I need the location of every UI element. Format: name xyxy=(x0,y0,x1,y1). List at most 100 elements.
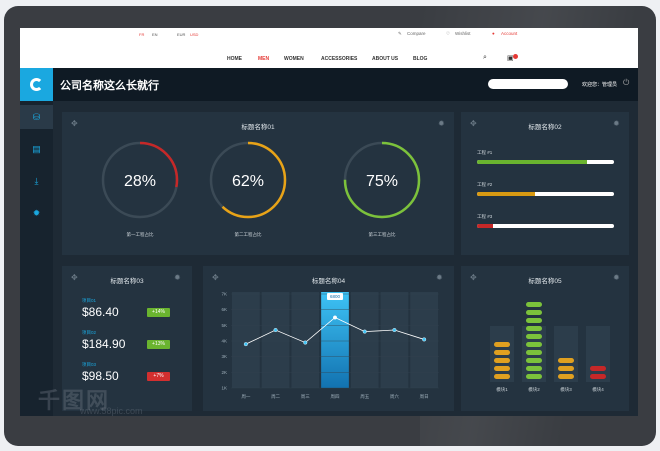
panel-rings: ✥ 标题名称01 ✹ 28% 62% 75% 第一工程占比 第二工程占比 第三工程占… xyxy=(62,112,454,255)
chart-column-5 xyxy=(350,292,379,388)
app-header: 公司名称这么长就行 欢迎您：管理员 ⏻ xyxy=(20,68,638,101)
gear-icon[interactable]: ✹ xyxy=(436,273,443,282)
ring-arc-1 xyxy=(101,141,179,219)
meter-segment xyxy=(526,350,542,355)
data-point-1[interactable] xyxy=(243,342,248,347)
ring-label-1: 第一工程占比 xyxy=(126,232,154,237)
currency-eur[interactable]: EUR xyxy=(177,32,186,37)
panel-title: 标题名称02 xyxy=(528,124,562,131)
progress-bar-3 xyxy=(477,224,614,228)
sidebar-item-settings[interactable]: ✹ xyxy=(20,201,53,225)
ring-label-2: 第二工程占比 xyxy=(234,232,262,237)
data-point-5[interactable] xyxy=(362,329,367,334)
meter-label-1: 模块1 xyxy=(496,386,508,393)
meter-segment xyxy=(558,366,574,371)
rings-chart: 28% 62% 75% xyxy=(101,141,421,219)
progress-label-3: 工程 #3 xyxy=(477,214,493,219)
panel-line-chart: ✥ 标题名称04 ✹ 1K 2K 3K 4K 5K 6K 7K 6800 周一 周二 周三 周四 周五 周… xyxy=(203,266,454,411)
chart-column-6 xyxy=(380,292,409,388)
gear-icon: ✹ xyxy=(32,207,41,218)
gear-icon[interactable]: ✹ xyxy=(613,273,620,282)
chart-column-2 xyxy=(261,292,290,388)
nav-about-us[interactable]: ABOUT US xyxy=(372,56,399,62)
meter-label-4: 模块4 xyxy=(592,386,604,393)
y-tick-label: 6K xyxy=(221,307,227,312)
compare-link[interactable]: Compare xyxy=(407,31,426,36)
cart-badge xyxy=(513,54,518,59)
x-tick-label-5: 周五 xyxy=(360,394,369,400)
nav-blog[interactable]: BLOG xyxy=(413,56,428,62)
gear-icon[interactable]: ✹ xyxy=(613,119,620,128)
highlight-column xyxy=(321,292,349,388)
data-point-3[interactable] xyxy=(303,340,308,345)
tooltip-box xyxy=(327,293,343,300)
y-tick-label: 2K xyxy=(221,370,227,375)
chart-column-1 xyxy=(232,292,260,388)
meter-segment xyxy=(494,374,510,379)
meter-segment xyxy=(494,350,510,355)
meter-segment xyxy=(494,342,510,347)
ring-value-1: 28% xyxy=(124,173,156,190)
gear-icon[interactable]: ✹ xyxy=(174,273,181,282)
ring-value-3: 75% xyxy=(366,173,398,190)
y-tick-label: 4K xyxy=(221,339,227,344)
price-label-3: 项目03 xyxy=(82,362,97,367)
meter-segment xyxy=(526,326,542,331)
move-icon[interactable]: ✥ xyxy=(71,119,78,128)
sidebar-item-briefcase[interactable]: ▤ xyxy=(20,137,53,161)
cart-icon[interactable]: ▣ xyxy=(507,55,514,62)
progress-label-2: 工程 #2 xyxy=(477,182,493,187)
data-point-2[interactable] xyxy=(273,328,278,333)
lang-en[interactable]: EN xyxy=(152,32,158,37)
tooltip-value: 6800 xyxy=(330,294,341,299)
y-tick-label: 3K xyxy=(221,354,227,359)
nav-men[interactable]: MEN xyxy=(258,56,270,62)
sidebar-item-database[interactable]: ⛁ xyxy=(20,105,53,129)
meter-column-4 xyxy=(586,326,610,382)
meter-segment xyxy=(526,334,542,339)
progress-label-1: 工程 #1 xyxy=(477,150,493,155)
currency-usd[interactable]: USD xyxy=(190,32,199,37)
chart-column-3 xyxy=(291,292,320,388)
panel-title: 标题名称04 xyxy=(311,278,346,285)
account-link[interactable]: Account xyxy=(501,31,518,36)
screen: FR EN EUR USD ✎ Compare ♡ Wishlist ● Acc… xyxy=(20,28,638,416)
power-icon[interactable]: ⏻ xyxy=(623,78,630,87)
line-chart: 1K 2K 3K 4K 5K 6K 7K 6800 周一 周二 周三 周四 周五 周六 周日 xyxy=(221,292,439,400)
download-icon: ⤓ xyxy=(34,175,39,186)
sidebar-item-download[interactable]: ⤓ xyxy=(20,169,53,193)
move-icon[interactable]: ✥ xyxy=(212,273,219,282)
lang-fr[interactable]: FR xyxy=(139,32,145,37)
meter-segment xyxy=(526,366,542,371)
move-icon[interactable]: ✥ xyxy=(470,273,477,282)
gear-icon[interactable]: ✹ xyxy=(438,119,445,128)
logo[interactable] xyxy=(20,68,53,101)
progress-fill-1 xyxy=(477,160,587,164)
compare-icon: ✎ xyxy=(398,31,402,36)
panel-prices: ✥ 标题名称03 ✹ 项目01 $86.40 +14% 项目02 $184.90… xyxy=(62,266,192,411)
x-tick-label-4: 周四 xyxy=(331,394,340,400)
data-point-6[interactable] xyxy=(392,328,397,333)
panel-progress: ✥ 标题名称02 ✹ 工程 #1 工程 #2 工程 #3 xyxy=(461,112,629,255)
x-tick-label-7: 周日 xyxy=(420,394,429,400)
nav-women[interactable]: WOMEN xyxy=(284,56,304,62)
nav-home[interactable]: HOME xyxy=(227,56,242,62)
nav-accessories[interactable]: ACCESSORIES xyxy=(321,56,358,62)
search-icon[interactable]: ⌕ xyxy=(483,54,487,61)
panel-levels: ✥ 标题名称05 ✹ 模块1 模块2 模块3 模块4 xyxy=(461,266,629,411)
wishlist-link[interactable]: Wishlist xyxy=(455,31,471,36)
data-point-4[interactable] xyxy=(332,315,337,320)
sidebar: ⛁ ▤ ⤓ ✹ xyxy=(20,101,53,416)
ring-arc-2 xyxy=(209,141,287,219)
data-point-7[interactable] xyxy=(422,337,427,342)
ring-label-3: 第三工程占比 xyxy=(368,232,396,237)
move-icon[interactable]: ✥ xyxy=(470,119,477,128)
search-input[interactable] xyxy=(488,79,568,89)
meter-segment xyxy=(526,374,542,379)
price-change-badge-3: +7% xyxy=(147,372,170,381)
move-icon[interactable]: ✥ xyxy=(71,273,78,282)
top-bar: FR EN EUR USD ✎ Compare ♡ Wishlist ● Acc… xyxy=(20,28,638,68)
watermark: 千图网 xyxy=(38,388,111,413)
price-value-1: $86.40 xyxy=(82,305,119,319)
price-change-badge-2: +13% xyxy=(147,340,170,349)
